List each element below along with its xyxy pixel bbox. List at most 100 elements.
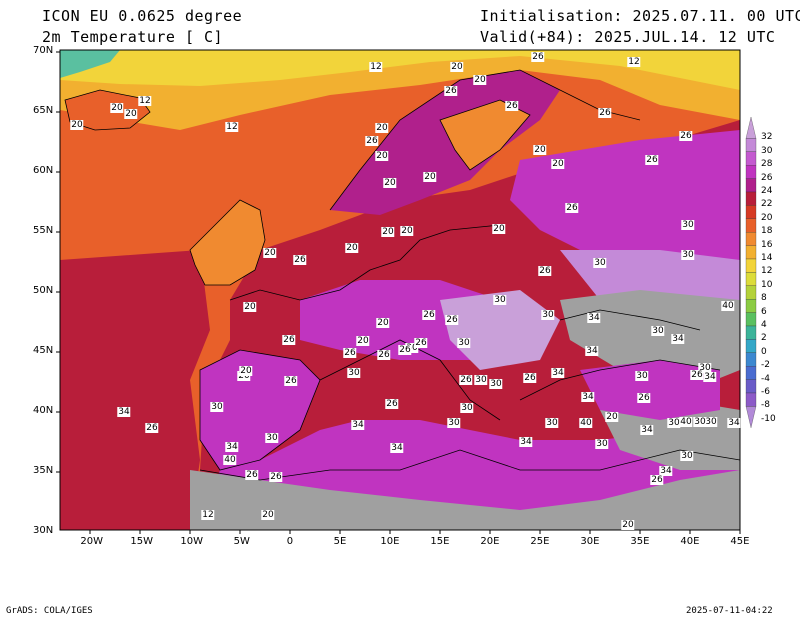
- contour-label: 20: [551, 159, 565, 169]
- y-tick-label: 55N: [33, 225, 54, 236]
- x-tick-label: 40E: [680, 536, 700, 547]
- contour-label: 26: [145, 423, 159, 433]
- contour-label: 34: [727, 418, 741, 428]
- y-tick-label: 65N: [33, 105, 54, 116]
- contour-label: 30: [667, 418, 681, 428]
- colorbar-swatch: [745, 116, 757, 139]
- colorbar-label: -2: [761, 360, 770, 371]
- x-tick-label: 35E: [630, 536, 650, 547]
- contour-label: 30: [541, 310, 555, 320]
- contour-label: 26: [343, 348, 357, 358]
- colorbar-swatch: [745, 366, 757, 380]
- contour-label: 20: [621, 520, 635, 530]
- contour-label: 20: [473, 75, 487, 85]
- contour-label: 34: [587, 313, 601, 323]
- contour-label: 20: [356, 336, 370, 346]
- contour-label: 34: [519, 437, 533, 447]
- x-tick-label: 0: [286, 536, 294, 547]
- colorbar-swatch: [745, 218, 757, 233]
- colorbar-swatch: [745, 285, 757, 300]
- colorbar-swatch: [745, 191, 757, 206]
- colorbar-swatch: [745, 258, 757, 273]
- contour-label: 26: [269, 472, 283, 482]
- contour-label: 30: [681, 220, 695, 230]
- contour-label: 20: [243, 302, 257, 312]
- y-tick-label: 40N: [33, 405, 54, 416]
- colorbar-label: 14: [761, 253, 773, 263]
- y-tick-label: 35N: [33, 465, 54, 476]
- contour-label: 30: [595, 439, 609, 449]
- variable-title: 2m Temperature [ C]: [42, 28, 224, 46]
- contour-label: 26: [459, 375, 473, 385]
- contour-label: 30: [474, 375, 488, 385]
- contour-label: 20: [605, 412, 619, 422]
- contour-label: 30: [489, 379, 503, 389]
- contour-label: 26: [398, 345, 412, 355]
- colorbar-swatch: [745, 138, 757, 152]
- contour-label: 12: [627, 57, 641, 67]
- contour-label: 20: [381, 227, 395, 237]
- x-tick-label: 15W: [130, 536, 154, 547]
- contour-label: 40: [579, 418, 593, 428]
- valid-time: Valid(+84): 2025.JUL.14. 12 UTC: [480, 28, 776, 46]
- contour-label: 12: [138, 96, 152, 106]
- y-tick-label: 50N: [33, 285, 54, 296]
- x-tick-label: 45E: [730, 536, 750, 547]
- contour-label: 26: [414, 338, 428, 348]
- model-title: ICON EU 0.0625 degree: [42, 7, 243, 25]
- colorbar: [745, 116, 757, 428]
- contour-label: 30: [704, 417, 718, 427]
- contour-label: 26: [523, 373, 537, 383]
- colorbar-swatch: [745, 205, 757, 219]
- contour-label: 26: [444, 86, 458, 96]
- contour-label: 26: [690, 370, 704, 380]
- contour-label: 40: [223, 455, 237, 465]
- colorbar-label: -6: [761, 387, 770, 397]
- colorbar-label: 0: [761, 346, 767, 357]
- contour-label: 30: [680, 451, 694, 461]
- contour-label: 34: [703, 372, 717, 382]
- contour-label: 20: [375, 123, 389, 133]
- contour-label: 26: [282, 335, 296, 345]
- colorbar-swatch: [745, 339, 757, 353]
- contour-label: 30: [460, 403, 474, 413]
- contour-label: 20: [237, 371, 251, 381]
- colorbar-swatch: [745, 272, 757, 286]
- colorbar-swatch: [745, 352, 757, 367]
- contour-label: 30: [693, 417, 707, 427]
- colorbar-label: -4: [761, 373, 770, 384]
- colorbar-swatch: [745, 312, 757, 327]
- colorbar-label: 12: [761, 266, 773, 277]
- contour-label: 30: [593, 258, 607, 268]
- contour-label: 20: [261, 510, 275, 520]
- init-time: Initialisation: 2025.07.11. 00 UTC: [480, 7, 800, 25]
- contour-label: 26: [650, 475, 664, 485]
- contour-label: 26: [284, 376, 298, 386]
- contour-label: 12: [225, 122, 239, 132]
- colorbar-label: 26: [761, 172, 773, 183]
- contour-label: 30: [210, 402, 224, 412]
- x-tick-label: 10W: [180, 536, 204, 547]
- contour-label: 40: [721, 301, 735, 311]
- contour-label: 26: [531, 52, 545, 62]
- contour-label: 20: [400, 226, 414, 236]
- contour-label: 26: [365, 136, 379, 146]
- contour-label: 30: [447, 418, 461, 428]
- colorbar-label: 32: [761, 132, 773, 143]
- contour-label: 30: [651, 326, 665, 336]
- contour-label: 34: [585, 346, 599, 356]
- colorbar-label: 16: [761, 239, 773, 250]
- colorbar-label: -10: [761, 413, 776, 424]
- colorbar-label: 4: [761, 320, 767, 330]
- colorbar-label: 24: [761, 186, 773, 196]
- x-tick-label: 25E: [530, 536, 550, 547]
- contour-label: 30: [405, 343, 419, 353]
- contour-label: 20: [376, 318, 390, 328]
- contour-label: 20: [423, 172, 437, 182]
- contour-label: 20: [375, 151, 389, 161]
- colorbar-label: 28: [761, 159, 773, 170]
- contour-label: 30: [545, 418, 559, 428]
- contour-label: 26: [385, 399, 399, 409]
- contour-label: 20: [110, 103, 124, 113]
